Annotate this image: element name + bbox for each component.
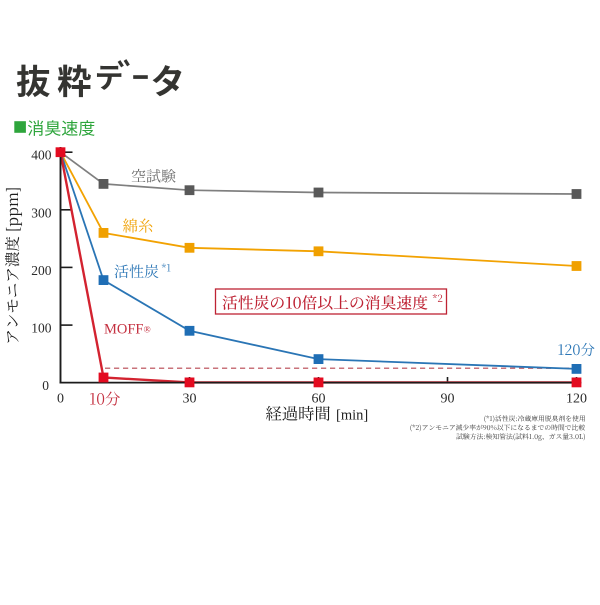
svg-text:400: 400 xyxy=(31,148,52,163)
svg-text:200: 200 xyxy=(31,263,52,278)
svg-text:[min]: [min] xyxy=(336,408,368,424)
svg-text:300: 300 xyxy=(31,205,52,220)
svg-text:30: 30 xyxy=(183,391,197,406)
svg-text:0: 0 xyxy=(57,391,64,406)
svg-text:90: 90 xyxy=(441,391,455,406)
svg-text:60: 60 xyxy=(312,391,326,406)
svg-text:120: 120 xyxy=(566,391,587,406)
svg-text:MOFF®: MOFF® xyxy=(104,322,151,338)
svg-text:0: 0 xyxy=(42,378,49,393)
svg-text:100: 100 xyxy=(31,321,52,336)
